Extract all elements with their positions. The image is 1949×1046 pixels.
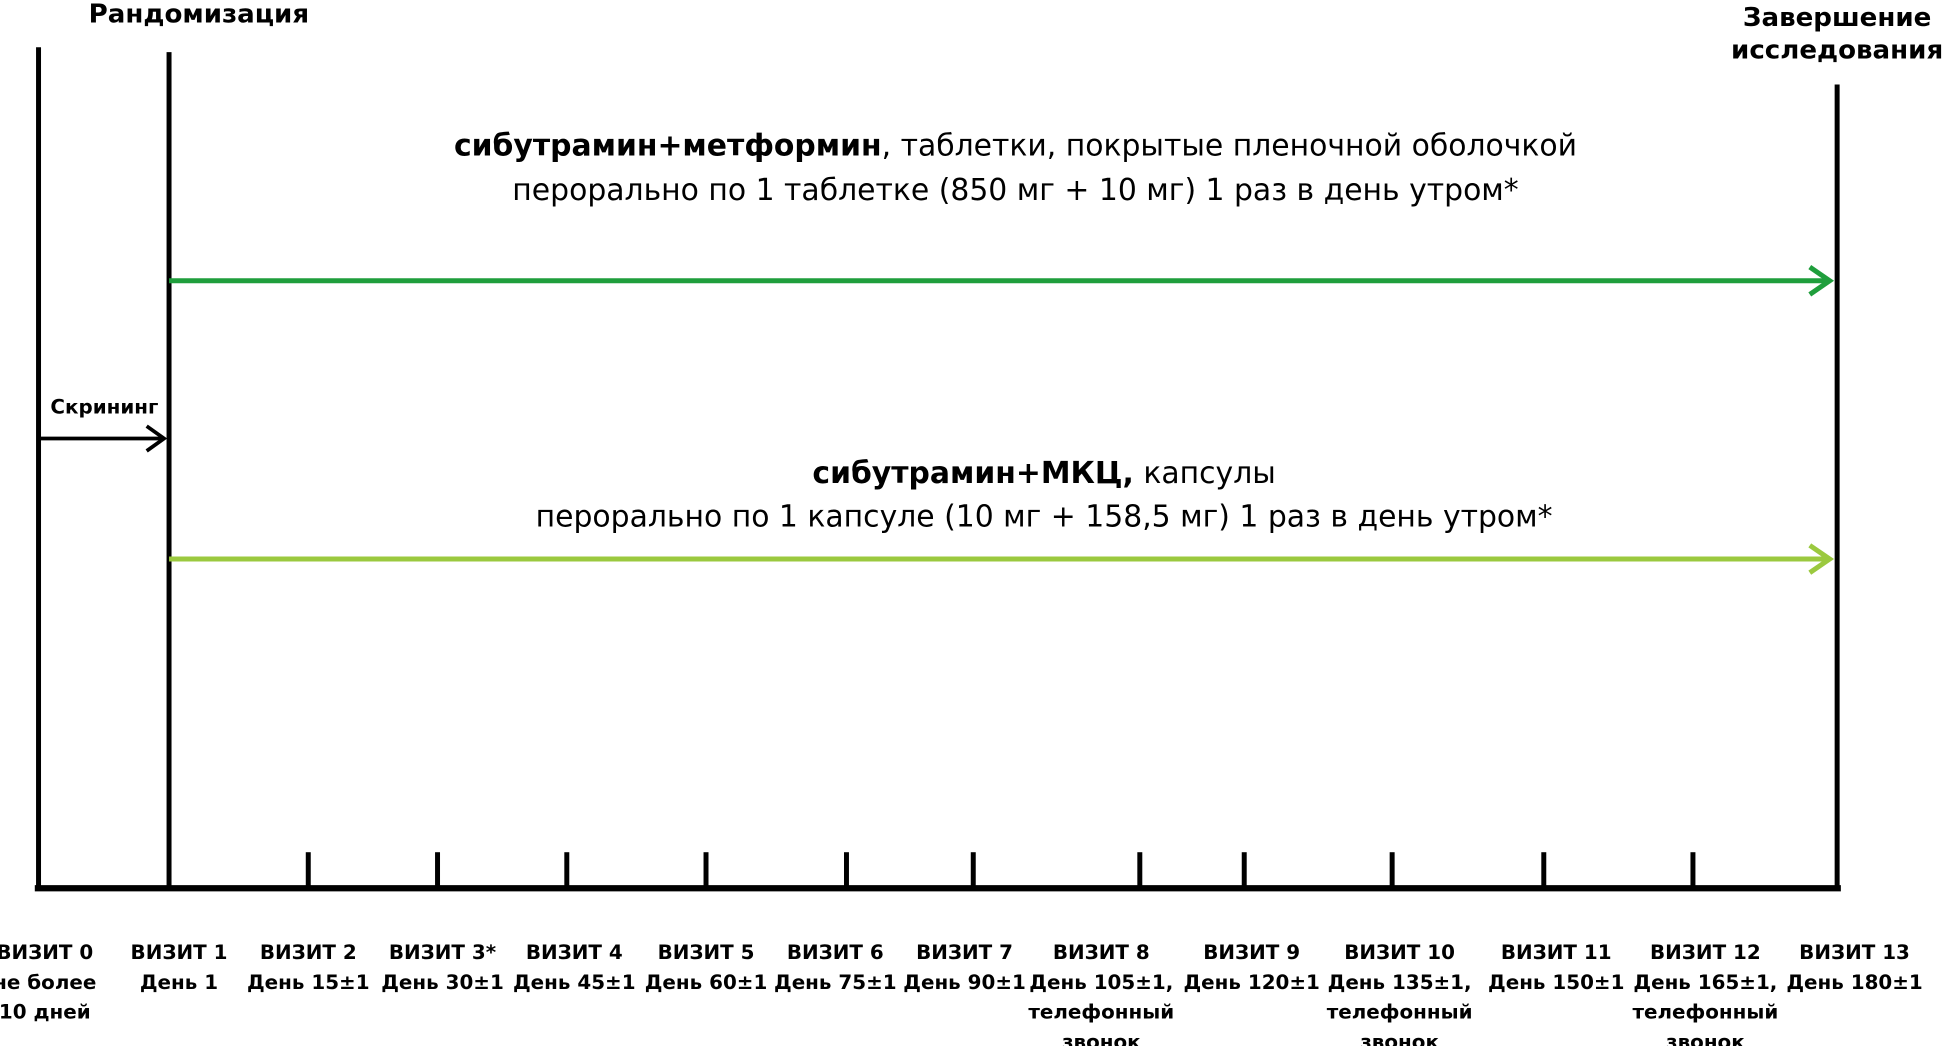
visit-detail: 10 дней (0, 1001, 91, 1024)
visit-name: ВИЗИТ 1 (131, 941, 228, 964)
end-label: исследования (1731, 35, 1943, 65)
visit-name: ВИЗИТ 6 (787, 941, 884, 964)
dosing: перорально по 1 капсуле (10 мг + 158,5 м… (536, 500, 1553, 535)
visit-name: ВИЗИТ 7 (916, 941, 1013, 964)
arrow-head (1808, 265, 1835, 297)
visit-name: ВИЗИТ 5 (658, 941, 755, 964)
arrow-head (145, 424, 168, 453)
visit-ticks (305, 852, 1696, 889)
visit-detail: День 60±1 (645, 971, 768, 994)
visit-detail: телефонный (1632, 1001, 1778, 1024)
visit-detail: телефонный (1028, 1001, 1174, 1024)
axes (34, 47, 1841, 892)
visit-detail: День 90±1 (903, 971, 1026, 994)
visit-detail: День 105±1, (1029, 971, 1173, 994)
visit-detail: День 45±1 (513, 971, 636, 994)
visit-name: ВИЗИТ 4 (526, 941, 623, 964)
visit-name: ВИЗИТ 2 (260, 941, 357, 964)
drug: сибутрамин+метформин (454, 128, 882, 163)
visit-labels: ВИЗИТ 0 не более 10 дней ВИЗИТ 1 День 1 ВИЗИТ… (0, 941, 1923, 1046)
arm-arrows (169, 265, 1835, 575)
visit-name: ВИЗИТ 3* (389, 941, 496, 964)
screening-label: Скрининг (50, 396, 158, 419)
visit-detail: День 30±1 (381, 971, 504, 994)
arm-title: сибутрамин+МКЦ, капсулы (812, 456, 1275, 491)
randomization-label: Рандомизация (89, 0, 309, 29)
visit-detail: День 180±1 (1786, 971, 1922, 994)
visit-detail: День 75±1 (774, 971, 897, 994)
visit-detail: День 120±1 (1183, 971, 1319, 994)
visit-name: ВИЗИТ 8 (1053, 941, 1150, 964)
visit-detail: звонок (1666, 1030, 1745, 1046)
visit-detail: День 135±1, (1328, 971, 1472, 994)
form: капсулы (1134, 456, 1276, 491)
visit-detail: День 165±1, (1633, 971, 1777, 994)
arm-title: сибутрамин+метформин, таблетки, покрытые… (454, 128, 1577, 163)
visit-detail: телефонный (1327, 1001, 1473, 1024)
visit-detail: День 150±1 (1488, 971, 1624, 994)
visit-name: ВИЗИТ 10 (1344, 941, 1455, 964)
visit-name: ВИЗИТ 11 (1501, 941, 1612, 964)
arrow-head (1808, 543, 1835, 575)
drug: сибутрамин+МКЦ, (812, 456, 1133, 491)
visit-detail: не более (0, 971, 96, 994)
visit-detail: День 1 (140, 971, 218, 994)
visit-detail: звонок (1360, 1030, 1439, 1046)
visit-detail: звонок (1062, 1030, 1141, 1046)
visit-name: ВИЗИТ 0 (0, 941, 93, 964)
dosing: перорально по 1 таблетке (850 мг + 10 мг… (512, 173, 1519, 208)
visit-detail: День 15±1 (247, 971, 370, 994)
visit-name: ВИЗИТ 12 (1650, 941, 1761, 964)
end-label: Завершение (1743, 3, 1931, 33)
form: , таблетки, покрытые пленочной оболочкой (882, 128, 1577, 163)
visit-name: ВИЗИТ 13 (1799, 941, 1910, 964)
visit-name: ВИЗИТ 9 (1203, 941, 1300, 964)
